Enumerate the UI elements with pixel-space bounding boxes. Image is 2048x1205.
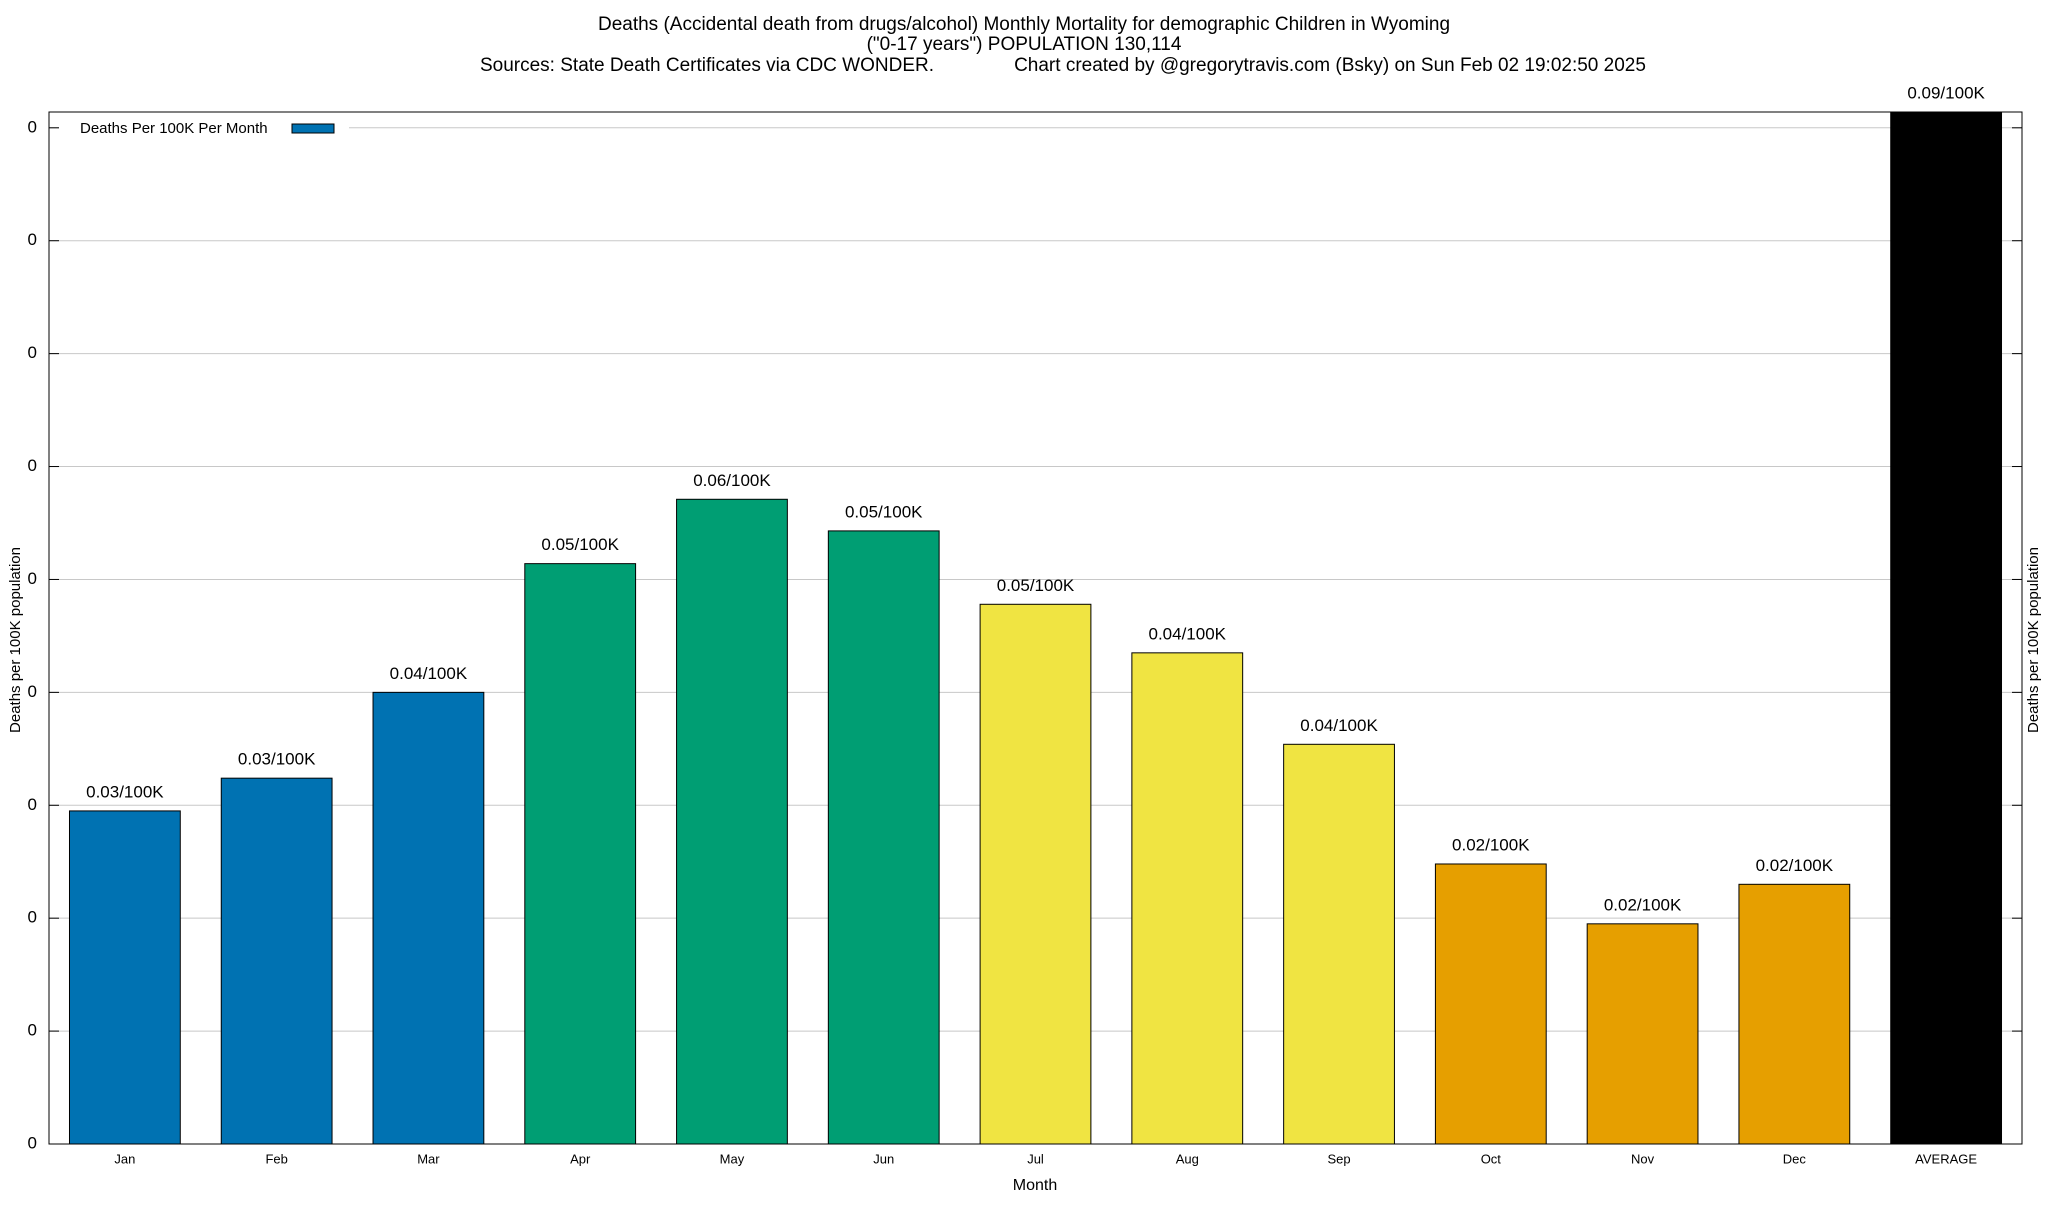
y-tick-label: 0 <box>28 230 37 249</box>
bar <box>1586 923 1699 1145</box>
value-label: 0.05/100K <box>845 502 923 521</box>
y-tick-label: 0 <box>28 1133 37 1152</box>
y-tick-label: 0 <box>28 456 37 475</box>
legend-label: Deaths Per 100K Per Month <box>80 120 268 137</box>
x-tick-label: Apr <box>570 1151 591 1166</box>
value-label: 0.04/100K <box>390 664 468 683</box>
value-label: 0.05/100K <box>997 576 1075 595</box>
x-tick-label: Nov <box>1631 1151 1655 1166</box>
y-tick-label: 0 <box>28 569 37 588</box>
x-tick-label: Jun <box>873 1151 894 1166</box>
x-tick-label: Sep <box>1327 1151 1350 1166</box>
bar <box>1890 111 2003 1145</box>
y2-axis-label: Deaths per 100K population <box>2025 547 2042 733</box>
value-label: 0.03/100K <box>86 782 164 801</box>
chart-source: Sources: State Death Certificates via CD… <box>480 55 934 76</box>
bar <box>68 810 181 1145</box>
value-label: 0.06/100K <box>693 471 771 490</box>
bar <box>979 603 1092 1145</box>
y-axis-label: Deaths per 100K population <box>7 547 24 733</box>
bar <box>372 691 485 1145</box>
bar <box>827 530 940 1145</box>
bar <box>220 777 333 1145</box>
y-tick-label: 0 <box>28 1021 37 1040</box>
y-tick-label: 0 <box>28 908 37 927</box>
value-label: 0.04/100K <box>1300 716 1378 735</box>
x-tick-label: May <box>720 1151 745 1166</box>
bar <box>1283 743 1395 1145</box>
bar <box>676 498 788 1145</box>
value-label: 0.02/100K <box>1604 895 1682 914</box>
legend-swatch <box>291 123 335 134</box>
x-tick-label: Aug <box>1176 1151 1199 1166</box>
chart-credit: Chart created by @gregorytravis.com (Bsk… <box>1014 55 1646 76</box>
y-tick-label: 0 <box>28 117 37 136</box>
bar <box>1131 652 1244 1145</box>
y-tick-label: 0 <box>28 682 37 701</box>
bar <box>1434 863 1547 1145</box>
value-label: 0.09/100K <box>1907 83 1985 102</box>
x-tick-label: Mar <box>417 1151 440 1166</box>
x-tick-label: AVERAGE <box>1915 1151 1977 1166</box>
chart-subtitle: ("0-17 years") POPULATION 130,114 <box>867 34 1182 55</box>
x-tick-label: Jul <box>1027 1151 1044 1166</box>
x-tick-label: Dec <box>1783 1151 1807 1166</box>
bar <box>524 563 637 1145</box>
value-label: 0.02/100K <box>1756 856 1834 875</box>
chart-title: Deaths (Accidental death from drugs/alco… <box>598 14 1450 35</box>
x-tick-label: Jan <box>114 1151 135 1166</box>
y-tick-label: 0 <box>28 343 37 362</box>
value-label: 0.05/100K <box>541 535 619 554</box>
y-tick-label: 0 <box>28 795 37 814</box>
value-label: 0.04/100K <box>1149 624 1227 643</box>
value-label: 0.03/100K <box>238 750 316 769</box>
x-tick-label: Oct <box>1481 1151 1502 1166</box>
bar <box>1738 883 1851 1145</box>
value-label: 0.02/100K <box>1452 835 1530 854</box>
x-axis-label: Month <box>1013 1177 1057 1194</box>
x-tick-label: Feb <box>265 1151 287 1166</box>
